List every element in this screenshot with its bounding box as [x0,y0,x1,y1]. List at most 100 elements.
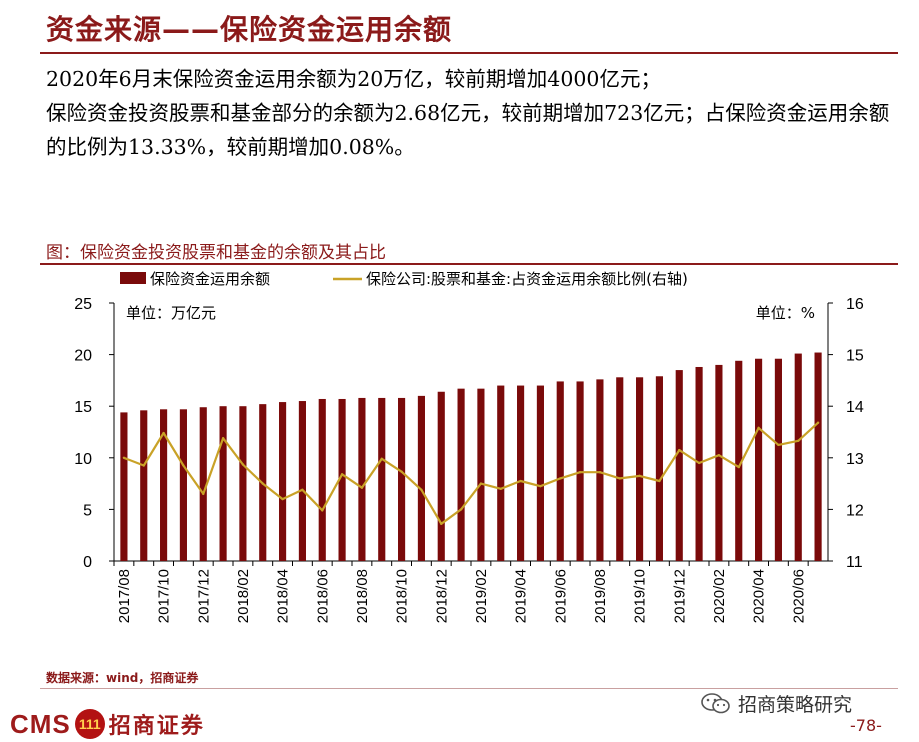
legend: 保险资金运用余额 保险公司:股票和基金:占资金运用余额比例(右轴) [120,270,688,288]
bar [596,379,604,561]
summary-line-2: 保险资金投资股票和基金部分的余额为2.68亿元，较前期增加723亿元；占保险资金… [46,101,890,159]
ratio-point [281,497,284,501]
bar [636,377,644,561]
bar [358,397,366,561]
left-axis-tick-label: 10 [74,451,92,468]
x-axis-tick-label: 2018/08 [354,569,371,623]
ratio-point [757,426,760,430]
x-axis-tick-label: 2020/06 [790,569,807,623]
ratio-point [301,488,304,491]
ratio-point [658,479,661,483]
title-divider [40,52,898,54]
ratio-point [559,477,562,480]
wechat-account: 招商策略研究 [700,690,852,717]
right-axis-tick-label: 14 [846,399,864,416]
logo-chinese-text: 招商证券 [108,714,205,739]
bar [298,401,306,561]
bar [279,402,287,561]
right-unit-label: 单位：% [756,304,815,322]
x-axis-tick-label: 2019/08 [592,569,609,623]
wechat-account-name: 招商策略研究 [738,694,853,716]
x-axis-tick-label: 2019/10 [632,569,649,623]
x-axis-tick-label: 2018/02 [235,569,252,623]
ratio-point [241,463,245,466]
summary-text: 2020年6月末保险资金运用余额为20万亿，较前期增加4000亿元； 保险资金投… [46,62,896,164]
bar [735,360,743,561]
ratio-point [519,479,522,483]
ratio-point [202,492,205,496]
left-axis-tick-label: 5 [83,502,92,519]
bar [556,381,564,561]
bar [616,377,624,561]
ratio-point [360,486,364,489]
x-axis-tick-label: 2018/06 [314,569,331,623]
logo-badge-icon: 111 [74,709,105,739]
brand-logo: CMS 111 招商证券 [10,708,205,740]
summary-line-1: 2020年6月末保险资金运用余额为20万亿，较前期增加4000亿元； [46,67,661,91]
ratio-point [717,454,721,457]
right-axis-tick-label: 13 [846,451,864,468]
ratio-point [797,439,800,442]
bar [457,388,465,561]
bar [417,395,425,561]
left-axis-tick-label: 0 [83,554,92,571]
bar [219,406,227,561]
right-axis-tick-label: 12 [846,502,864,519]
x-axis-tick-label: 2020/02 [711,569,728,623]
footer-divider [40,688,898,689]
x-axis-tick-label: 2018/12 [433,569,450,623]
x-axis-tick-label: 2017/12 [195,569,212,623]
ratio-point [737,465,740,469]
ratio-point [182,464,185,467]
bar [497,385,505,561]
ratio-point [578,471,582,474]
bar [715,364,723,561]
bar [814,352,822,561]
x-axis-tick-label: 2020/04 [751,569,768,623]
ratio-point [618,477,621,480]
right-axis-tick-label: 16 [846,296,864,313]
bar [140,410,148,561]
ratio-point [816,421,820,424]
legend-line-label: 保险公司:股票和基金:占资金运用余额比例(右轴) [366,270,688,288]
bar [655,376,663,561]
left-axis-tick-label: 25 [74,296,92,313]
left-axis-tick-label: 15 [74,399,92,416]
ratio-point [777,443,780,447]
x-axis-tick-label: 2018/04 [275,569,292,623]
ratio-point [221,436,225,440]
ratio-point [261,482,264,485]
page-number: -78- [850,716,882,735]
line-series [122,421,820,526]
bar [755,358,763,561]
bar [536,385,544,561]
bar [378,397,386,561]
bar [477,388,485,561]
bar [675,370,683,561]
ratio-point [440,522,443,526]
ratio-point [678,448,681,452]
ratio-point [380,457,383,461]
bar [199,407,207,561]
axes: 0 5 10 15 20 25 11 12 13 14 15 16 2017/08 2017/10 2017… [74,296,864,623]
ratio-point [340,473,344,476]
ratio-point [142,464,145,467]
ratio-point [697,461,701,465]
bar [794,353,802,561]
legend-bar-label: 保险资金运用余额 [150,270,270,288]
x-axis-tick-label: 2017/10 [156,569,173,623]
ratio-point [321,509,324,512]
x-axis-tick-label: 2019/06 [552,569,569,623]
ratio-point [638,474,641,478]
bar [437,391,445,561]
bar [160,409,168,561]
left-unit-label: 单位：万亿元 [126,304,216,322]
source-note: 数据来源：wind，招商证券 [46,671,199,685]
ratio-point [162,431,165,435]
wechat-icon [701,692,730,713]
bar [774,358,782,561]
bar [179,409,187,561]
left-axis-tick-label: 20 [74,348,92,365]
right-axis-tick-label: 11 [846,554,863,571]
bar [120,412,128,561]
